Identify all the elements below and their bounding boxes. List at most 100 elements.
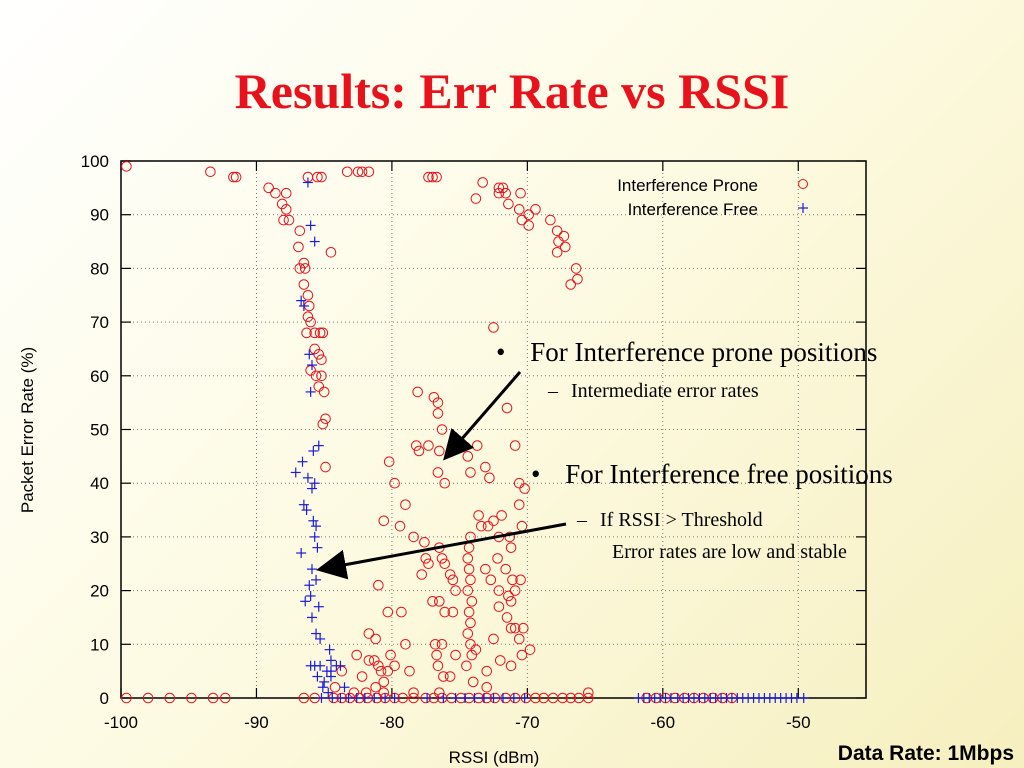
y-tick-label: 10 — [90, 635, 109, 654]
legend-label-free: Interference Free — [628, 200, 758, 219]
data-point-prone — [352, 166, 364, 178]
data-point-free — [308, 515, 319, 526]
data-point-prone — [465, 617, 476, 629]
data-point-prone — [551, 246, 563, 258]
data-point-free — [305, 220, 316, 231]
data-point-free — [488, 693, 499, 703]
data-point-prone — [488, 322, 499, 333]
data-point-prone — [505, 660, 517, 672]
data-point-prone — [400, 499, 411, 510]
data-point-prone — [530, 692, 541, 704]
data-point-prone — [432, 660, 444, 672]
data-point-prone — [515, 574, 526, 586]
data-point-prone — [463, 563, 475, 575]
data-point-prone — [480, 461, 491, 473]
data-point-free — [497, 693, 508, 703]
bullet-prone-text: For Interference prone positions — [530, 337, 878, 367]
data-point-prone — [228, 171, 239, 183]
data-point-prone — [530, 204, 541, 215]
dash-glyph: – — [577, 509, 587, 531]
data-point-prone — [500, 187, 511, 199]
data-point-prone — [373, 660, 384, 672]
data-point-prone — [447, 574, 459, 586]
data-point-prone — [484, 472, 495, 484]
data-point-prone — [434, 687, 445, 698]
arrow-free — [316, 522, 567, 580]
data-point-prone — [470, 193, 482, 204]
data-point-prone — [429, 639, 441, 650]
data-point-prone — [545, 214, 556, 226]
data-point-prone — [329, 681, 341, 693]
data-point-prone — [558, 230, 570, 242]
data-point-prone — [310, 370, 322, 382]
data-point-prone — [482, 520, 494, 532]
bullet-free-text: For Interference free positions — [565, 459, 893, 489]
x-tick-label: -80 — [380, 713, 405, 732]
data-point-prone — [481, 681, 493, 693]
data-point-prone — [523, 209, 535, 220]
data-point-prone — [316, 171, 327, 183]
data-point-prone — [501, 402, 513, 414]
data-point-prone — [431, 649, 442, 661]
data-point-free — [305, 386, 316, 397]
data-point-prone — [515, 187, 526, 199]
data-point-prone — [408, 531, 419, 543]
x-axis-title: RSSI (dBm) — [449, 748, 540, 767]
data-point-prone — [503, 590, 514, 602]
x-tick-label: -90 — [244, 713, 269, 732]
data-point-prone — [431, 171, 442, 183]
data-point-prone — [507, 574, 518, 586]
sub-bullet-free-text-1: If RSSI > Threshold — [600, 509, 763, 531]
data-point-free — [450, 693, 461, 703]
data-point-free — [460, 693, 471, 703]
data-point-prone — [294, 225, 306, 237]
data-point-prone — [462, 553, 474, 564]
data-point-prone — [473, 510, 484, 521]
data-point-prone — [408, 692, 419, 704]
data-point-free — [304, 580, 315, 591]
data-point-free — [325, 655, 336, 666]
data-point-free — [315, 633, 326, 644]
data-point-prone — [463, 542, 475, 553]
data-point-free — [519, 693, 530, 703]
data-point-prone — [428, 391, 440, 403]
data-point-prone — [412, 386, 423, 398]
data-point-prone — [470, 644, 482, 655]
slide-title: Results: Err Rate vs RSSI — [234, 63, 790, 119]
data-point-prone — [462, 451, 474, 462]
data-point-prone — [493, 601, 505, 613]
data-point-prone — [466, 649, 478, 661]
data-point-prone — [370, 633, 381, 645]
data-point-prone — [205, 166, 216, 178]
data-point-prone — [385, 649, 396, 661]
data-point-prone — [378, 515, 390, 527]
data-point-prone — [305, 365, 316, 376]
data-point-prone — [164, 692, 176, 704]
data-point-prone — [320, 461, 331, 473]
data-point-prone — [477, 177, 488, 188]
data-point-free — [479, 693, 490, 703]
data-point-prone — [298, 257, 310, 269]
sub-bullet-prone-text: Intermediate error rates — [571, 380, 759, 402]
y-tick-label: 20 — [90, 582, 109, 601]
grid-lines — [121, 161, 866, 698]
y-axis-title: Packet Error Rate (%) — [18, 347, 37, 513]
y-tick-label: 90 — [90, 206, 109, 225]
data-point-prone — [505, 596, 517, 607]
data-point-free — [305, 590, 316, 601]
data-point-prone — [462, 585, 474, 596]
data-point-prone — [518, 622, 529, 634]
y-tick-label: 40 — [90, 474, 109, 493]
data-point-prone — [369, 655, 380, 666]
data-point-prone — [505, 622, 517, 634]
data-point-prone — [513, 477, 525, 489]
data-point-prone — [302, 311, 314, 323]
data-point-prone — [565, 279, 577, 290]
data-point-prone — [283, 214, 295, 226]
bullet-free: • For Interference free positions — [531, 459, 893, 490]
data-point-prone — [404, 665, 415, 677]
data-point-prone — [280, 187, 292, 199]
data-point-prone — [313, 381, 325, 392]
data-point-prone — [513, 204, 525, 215]
data-point-free — [296, 295, 307, 306]
